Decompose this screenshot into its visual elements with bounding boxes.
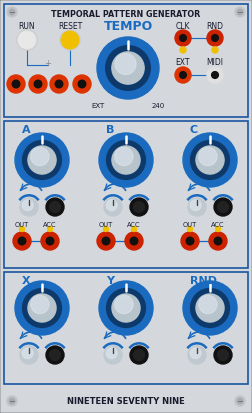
Text: ACC: ACC (211, 222, 225, 228)
Circle shape (31, 295, 49, 313)
Circle shape (199, 295, 217, 313)
Circle shape (180, 47, 186, 53)
Text: RND: RND (206, 22, 224, 31)
Circle shape (190, 348, 201, 358)
Text: ACC: ACC (43, 222, 57, 228)
Circle shape (106, 348, 117, 358)
Circle shape (50, 349, 60, 361)
Text: TEMPO: TEMPO (103, 20, 153, 33)
Circle shape (115, 147, 133, 166)
Circle shape (61, 31, 79, 49)
Circle shape (130, 237, 138, 245)
Circle shape (97, 37, 159, 99)
Text: X: X (22, 276, 31, 286)
Text: Y: Y (106, 276, 114, 286)
Circle shape (20, 198, 38, 216)
Circle shape (212, 47, 218, 53)
Circle shape (191, 140, 229, 179)
Text: +: + (45, 59, 51, 67)
Circle shape (214, 346, 232, 364)
Text: 240: 240 (151, 103, 165, 109)
Circle shape (183, 281, 237, 335)
Circle shape (50, 202, 60, 212)
Text: RUN: RUN (19, 22, 35, 31)
Circle shape (104, 226, 109, 232)
Circle shape (7, 75, 25, 93)
Circle shape (73, 75, 91, 93)
Circle shape (22, 200, 33, 211)
Circle shape (217, 202, 228, 212)
Circle shape (175, 67, 191, 83)
Circle shape (237, 398, 243, 404)
Circle shape (47, 226, 52, 232)
Circle shape (112, 52, 144, 84)
Circle shape (19, 226, 24, 232)
Circle shape (180, 35, 186, 41)
Circle shape (23, 140, 61, 179)
Text: NINETEEN SEVENTY NINE: NINETEEN SEVENTY NINE (67, 397, 185, 406)
Bar (4, 4, 248, 117)
Circle shape (50, 75, 68, 93)
Circle shape (180, 71, 186, 78)
Circle shape (125, 232, 143, 250)
Circle shape (22, 348, 33, 358)
Text: RND: RND (190, 276, 217, 286)
Circle shape (7, 396, 17, 406)
Circle shape (102, 237, 110, 245)
Circle shape (15, 281, 69, 335)
Circle shape (107, 289, 145, 328)
Circle shape (190, 200, 201, 211)
Circle shape (196, 146, 224, 174)
Circle shape (106, 46, 150, 90)
Circle shape (212, 71, 218, 78)
Circle shape (215, 226, 220, 232)
Text: OUT: OUT (99, 222, 113, 228)
Text: EXT: EXT (91, 103, 105, 109)
Circle shape (196, 294, 224, 322)
Text: CLK: CLK (176, 22, 190, 31)
Circle shape (46, 346, 64, 364)
Circle shape (9, 9, 15, 15)
Circle shape (46, 198, 64, 216)
Circle shape (28, 146, 56, 174)
Bar (4, 272, 248, 384)
Text: TEMPORAL PATTERN GENERATOR: TEMPORAL PATTERN GENERATOR (51, 10, 201, 19)
Circle shape (237, 9, 243, 15)
Circle shape (106, 200, 117, 211)
Circle shape (207, 30, 223, 46)
Circle shape (13, 232, 31, 250)
Circle shape (9, 398, 15, 404)
Circle shape (99, 133, 153, 187)
Circle shape (134, 202, 144, 212)
Bar (4, 121, 248, 268)
Circle shape (191, 289, 229, 328)
Circle shape (31, 147, 49, 166)
Circle shape (55, 80, 63, 88)
Circle shape (104, 198, 122, 216)
Circle shape (214, 198, 232, 216)
Circle shape (115, 295, 133, 313)
Circle shape (175, 30, 191, 46)
Circle shape (186, 237, 194, 245)
Circle shape (212, 35, 218, 41)
Circle shape (134, 349, 144, 361)
Circle shape (112, 294, 140, 322)
Circle shape (199, 147, 217, 166)
Circle shape (209, 232, 227, 250)
Circle shape (188, 198, 206, 216)
Text: OUT: OUT (183, 222, 197, 228)
Circle shape (112, 146, 140, 174)
Circle shape (28, 294, 56, 322)
Circle shape (214, 237, 222, 245)
Circle shape (97, 232, 115, 250)
Text: EXT: EXT (176, 58, 190, 67)
Circle shape (217, 349, 228, 361)
Circle shape (15, 133, 69, 187)
Circle shape (34, 80, 42, 88)
Circle shape (7, 7, 17, 17)
Circle shape (78, 80, 86, 88)
Circle shape (23, 289, 61, 328)
Circle shape (235, 7, 245, 17)
Circle shape (29, 75, 47, 93)
